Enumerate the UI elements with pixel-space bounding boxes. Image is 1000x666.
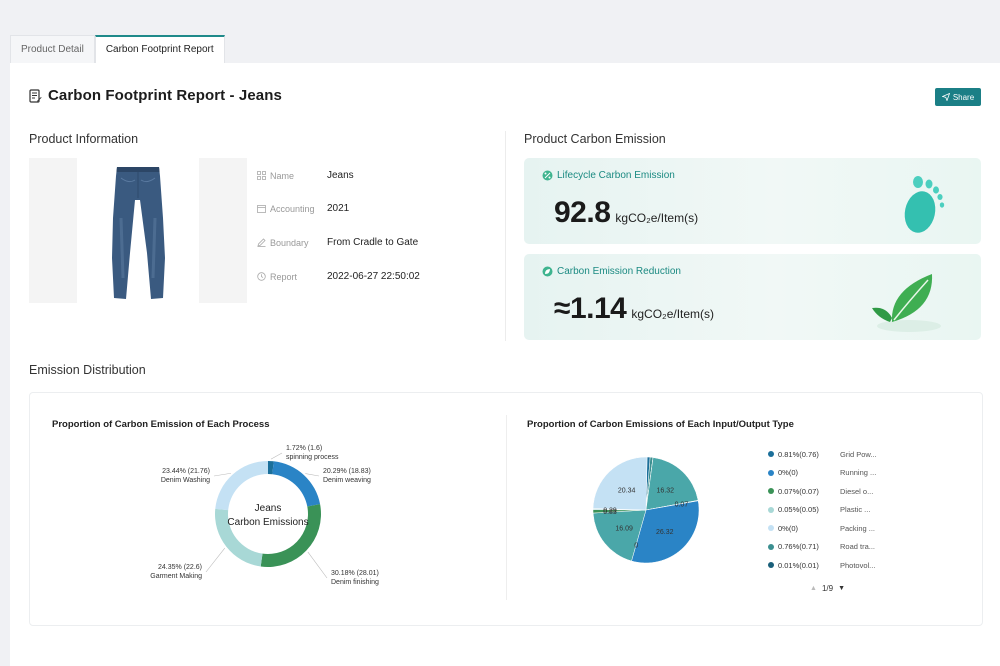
distribution-box: Proportion of Carbon Emission of Each Pr…	[29, 392, 983, 626]
report-icon	[29, 88, 42, 103]
lifecycle-value: 92.8	[554, 196, 611, 229]
carbon-emission-title: Product Carbon Emission	[524, 132, 666, 146]
label-line	[205, 547, 226, 573]
process-donut-chart: 1.72% (1.6) spinning process 20.29% (18.83…	[150, 445, 379, 586]
donut-slice-name-label: Denim Washing	[161, 477, 210, 484]
donut-center-label: Carbon Emissions	[227, 517, 308, 528]
donut-center-label: Jeans	[255, 503, 282, 514]
donut-slice-value-label: 1.72% (1.6)	[286, 445, 322, 452]
pie-slice[interactable]	[592, 456, 648, 511]
legend-item[interactable]: 0.07%(0.07) Diesel o...	[768, 482, 877, 501]
label-line	[270, 452, 283, 460]
process-chart-title: Proportion of Carbon Emission of Each Pr…	[52, 419, 270, 430]
report-panel: Carbon Footprint Report - Jeans Share Pr…	[10, 63, 1000, 666]
label-line	[307, 551, 328, 579]
share-label: Share	[952, 92, 975, 102]
type-pie-chart: 16.320.07 26.32 0 16.09 0.830.29 20.34	[592, 456, 700, 564]
type-chart-legend: 0.81%(0.76) Grid Pow... 0%(0) Running ... …	[768, 445, 877, 575]
pie-slice-label: 0.83	[603, 509, 617, 516]
chart-divider	[506, 415, 507, 600]
legend-item[interactable]: 0%(0) Running ...	[768, 464, 877, 483]
pie-slice-label: 20.34	[618, 488, 636, 495]
donut-slice[interactable]	[215, 508, 263, 567]
green-leaf-icon	[872, 274, 941, 332]
legend-item[interactable]: 0.01%(0.01) Photovol...	[768, 556, 877, 575]
clock-icon	[257, 272, 266, 281]
tab-product-detail[interactable]: Product Detail	[10, 35, 95, 63]
lifecycle-label: Lifecycle Carbon Emission	[557, 170, 675, 181]
pie-slice-label: 16.09	[615, 526, 633, 533]
page-header: Carbon Footprint Report - Jeans	[29, 87, 282, 104]
donut-slice[interactable]	[268, 461, 274, 475]
report-time-value: 2022-06-27 22:50:02	[327, 271, 420, 282]
lifecycle-emission-card: Lifecycle Carbon Emission 92.8 kgCO₂e/It…	[524, 158, 981, 244]
product-name-value: Jeans	[327, 170, 354, 181]
pie-slice-label: 16.32	[657, 488, 675, 495]
info-row-accounting: Accounting 2021	[257, 203, 349, 214]
pie-slice-label: 26.32	[656, 529, 674, 536]
pager-text: 1/9	[821, 584, 834, 593]
legend-item[interactable]: 0.05%(0.05) Plastic ...	[768, 501, 877, 520]
pie-slice-label: 0.07	[675, 502, 689, 509]
accounting-value: 2021	[327, 203, 350, 214]
reduction-unit: kgCO₂e/Item(s)	[631, 307, 715, 321]
info-row-name: Name Jeans	[257, 170, 354, 181]
reduction-value: ≈1.14	[554, 292, 627, 325]
donut-slice[interactable]	[272, 461, 321, 507]
tab-carbon-footprint-report[interactable]: Carbon Footprint Report	[94, 35, 225, 63]
pager-down-icon[interactable]: ▼	[838, 585, 845, 592]
section-divider	[505, 131, 506, 341]
label-line	[213, 472, 232, 477]
emission-distribution-title: Emission Distribution	[29, 363, 146, 377]
donut-slice-name-label: Denim weaving	[323, 477, 371, 484]
pie-slice[interactable]	[592, 509, 647, 562]
label-line	[305, 473, 320, 477]
info-row-report: Report 2022-06-27 22:50:02	[257, 271, 420, 282]
donut-slice-name-label: spinning process	[286, 454, 339, 461]
pie-slice[interactable]	[645, 457, 699, 511]
type-chart-title: Proportion of Carbon Emissions of Each I…	[527, 419, 794, 430]
product-image	[29, 158, 247, 303]
product-info-title: Product Information	[29, 132, 139, 146]
pie-slice[interactable]	[631, 500, 700, 564]
donut-slice-value-label: 24.35% (22.6)	[158, 564, 202, 571]
percent-leaf-icon	[542, 170, 553, 181]
jeans-image	[112, 167, 165, 299]
reduction-emission-card: Carbon Emission Reduction ≈1.14 kgCO₂e/I…	[524, 254, 981, 340]
donut-slice[interactable]	[260, 504, 321, 567]
donut-slice-name-label: Denim finishing	[331, 579, 379, 586]
donut-slice-value-label: 20.29% (18.83)	[323, 468, 371, 475]
pager-up-icon[interactable]: ▲	[810, 585, 817, 592]
grid-icon	[257, 171, 266, 180]
share-button[interactable]: Share	[935, 88, 981, 106]
pie-slice-label: 0	[634, 543, 638, 550]
send-icon	[941, 93, 950, 101]
page-title: Carbon Footprint Report - Jeans	[48, 87, 282, 104]
leaf-icon	[542, 266, 553, 277]
pie-slice-label: 0.29	[603, 507, 617, 514]
tab-bar: Product Detail Carbon Footprint Report	[10, 35, 225, 63]
info-row-boundary: Boundary From Cradle to Gate	[257, 237, 418, 248]
legend-item[interactable]: 0.81%(0.76) Grid Pow...	[768, 445, 877, 464]
lifecycle-unit: kgCO₂e/Item(s)	[615, 211, 699, 225]
boundary-value: From Cradle to Gate	[327, 237, 419, 248]
footprint-icon	[904, 176, 945, 233]
donut-slice[interactable]	[215, 461, 268, 511]
reduction-label: Carbon Emission Reduction	[557, 266, 681, 277]
legend-pager: ▲ 1/9 ▼	[810, 584, 845, 593]
donut-slice-value-label: 23.44% (21.76)	[162, 468, 210, 475]
donut-slice-name-label: Garment Making	[150, 573, 202, 580]
legend-item[interactable]: 0.76%(0.71) Road tra...	[768, 538, 877, 557]
legend-item[interactable]: 0%(0) Packing ...	[768, 519, 877, 538]
edit-icon	[257, 238, 266, 247]
calendar-icon	[257, 205, 266, 213]
donut-slice-value-label: 30.18% (28.01)	[331, 570, 379, 577]
